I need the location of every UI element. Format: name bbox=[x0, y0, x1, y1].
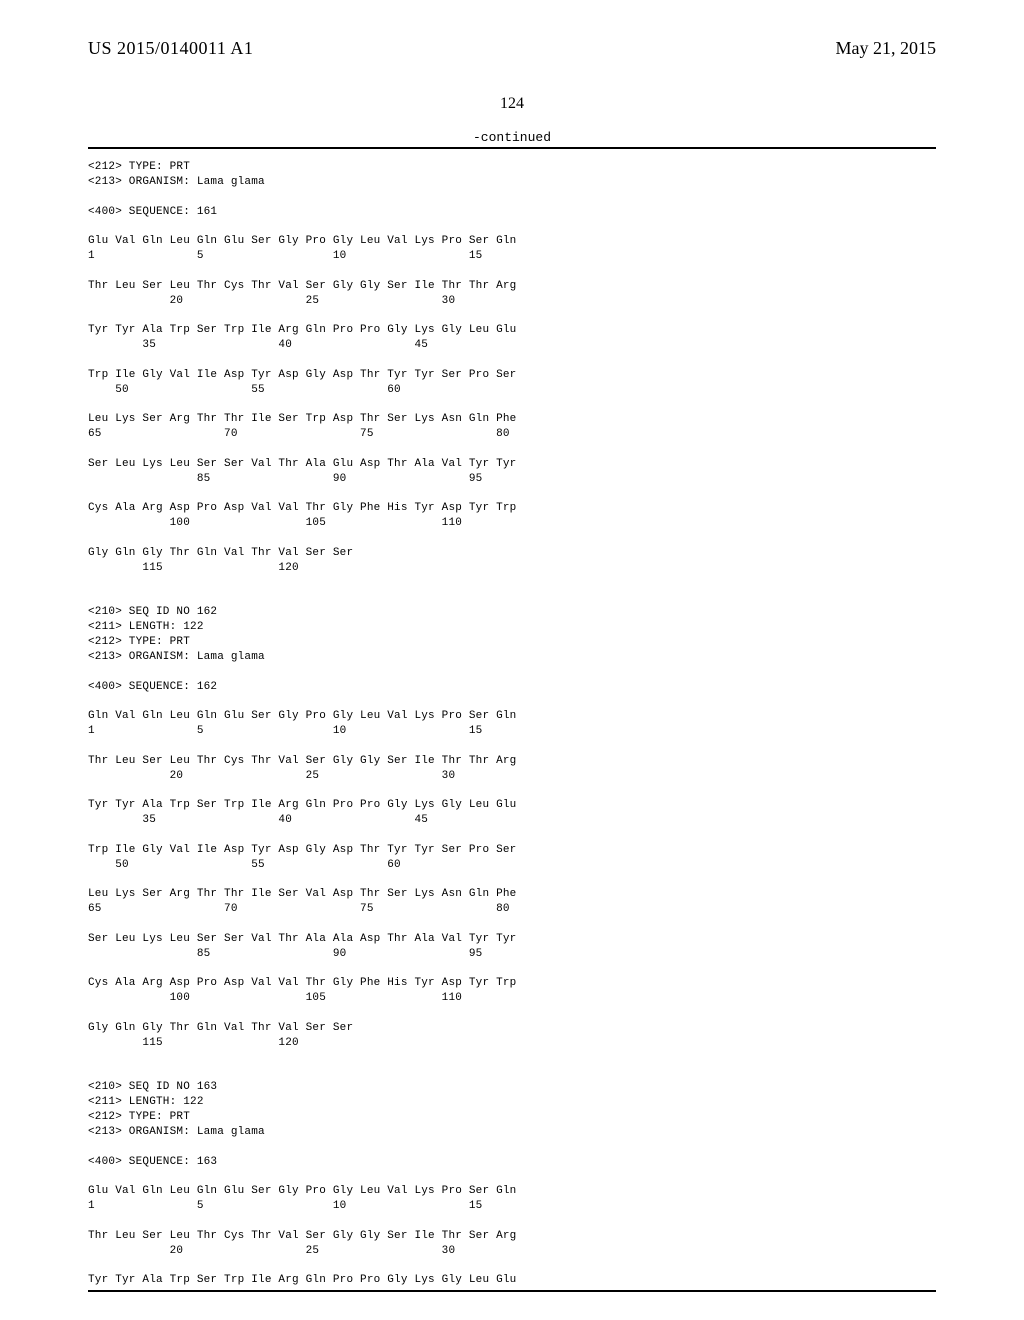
top-rule bbox=[88, 147, 936, 149]
continued-label: -continued bbox=[88, 130, 936, 145]
sequence-text: <212> TYPE: PRT <213> ORGANISM: Lama gla… bbox=[88, 160, 936, 1288]
patent-page: US 2015/0140011 A1 May 21, 2015 124 -con… bbox=[0, 0, 1024, 1320]
journal-id: US 2015/0140011 A1 bbox=[88, 38, 253, 59]
publication-date: May 21, 2015 bbox=[836, 38, 937, 59]
sequence-listing: <212> TYPE: PRT <213> ORGANISM: Lama gla… bbox=[88, 160, 936, 1290]
continued-header: -continued bbox=[88, 130, 936, 149]
bottom-rule bbox=[88, 1290, 936, 1292]
page-number: 124 bbox=[0, 95, 1024, 113]
